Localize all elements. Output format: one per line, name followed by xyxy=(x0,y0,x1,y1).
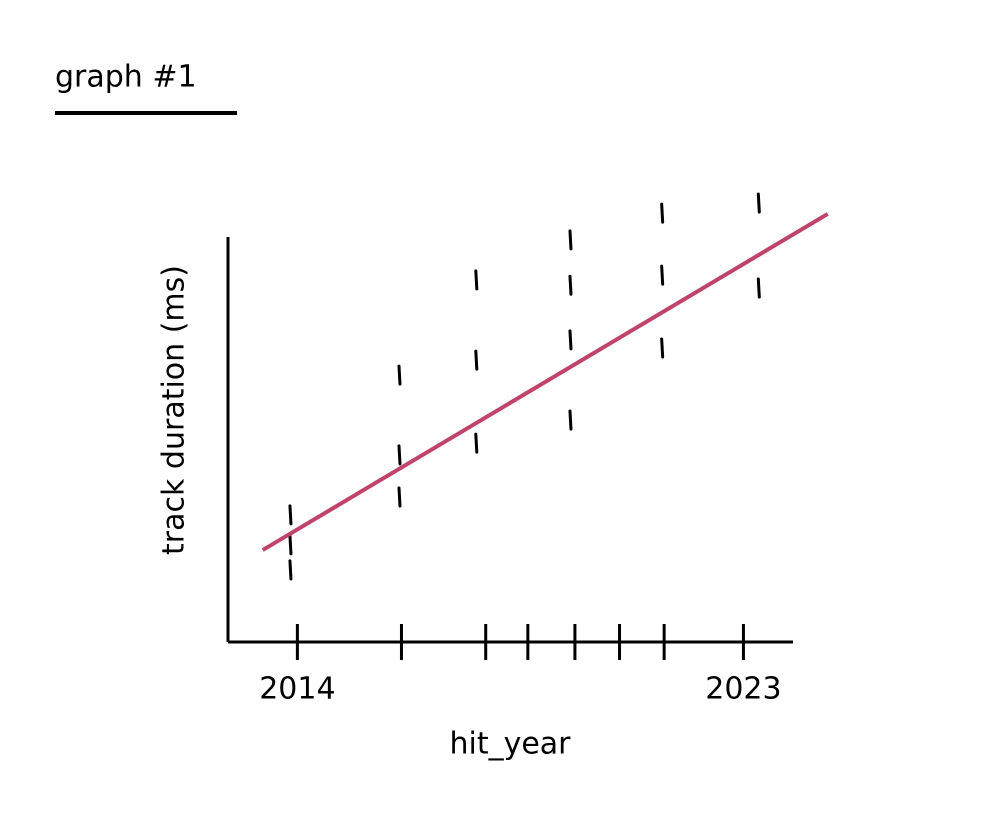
point xyxy=(568,409,573,431)
trend-line xyxy=(261,212,829,552)
point xyxy=(756,192,761,214)
point xyxy=(756,277,761,299)
y-axis-label: track duration (ms) xyxy=(157,265,192,555)
point xyxy=(660,202,665,224)
point xyxy=(568,229,573,251)
point xyxy=(288,504,293,526)
point xyxy=(397,364,402,386)
point xyxy=(660,337,665,359)
point xyxy=(660,264,665,286)
chart-title: graph #1 xyxy=(55,60,197,95)
x-axis-label: hit_year xyxy=(449,727,571,762)
point xyxy=(288,534,293,556)
x-tick-label: 2023 xyxy=(705,672,781,707)
point xyxy=(474,432,479,454)
point xyxy=(397,444,402,466)
point xyxy=(568,274,573,296)
point xyxy=(288,559,293,581)
point xyxy=(397,486,402,508)
point xyxy=(474,349,479,371)
point xyxy=(474,269,479,291)
point xyxy=(568,329,573,351)
x-tick-label: 2014 xyxy=(259,672,335,707)
